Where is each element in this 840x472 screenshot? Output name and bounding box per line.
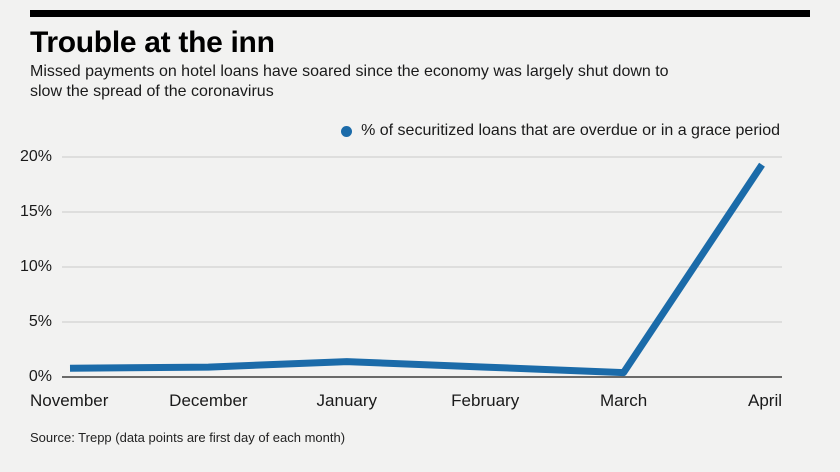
x-tick-label: November (30, 391, 109, 410)
page-title: Trouble at the inn (30, 26, 275, 59)
y-tick-label: 15% (19, 203, 52, 220)
source-note: Source: Trepp (data points are first day… (30, 430, 346, 445)
x-tick-label: February (451, 391, 520, 410)
x-tick-label: December (169, 391, 248, 410)
loan-delinquency-line (69, 162, 765, 377)
legend-dot-icon (341, 125, 353, 137)
x-tick-label: January (316, 391, 378, 410)
y-tick-label: 5% (28, 313, 52, 330)
subtitle-line-2: slow the spread of the coronavirus (30, 83, 274, 100)
y-tick-label: 10% (19, 258, 52, 275)
legend-label: % of securitized loans that are overdue … (361, 122, 780, 139)
chart-subtitle: Missed payments on hotel loans have soar… (30, 62, 669, 102)
subtitle-line-1: Missed payments on hotel loans have soar… (30, 63, 669, 80)
y-axis-labels: 0% 5% 10% 15% 20% (0, 0, 52, 472)
x-tick-label: March (599, 391, 648, 410)
chart-svg (62, 156, 782, 378)
x-axis-labels: November December January February March Apri… (30, 390, 810, 412)
chart-legend: % of securitized loans that are overdue … (341, 122, 780, 140)
x-tick-label: April (747, 391, 782, 410)
top-accent-bar (30, 10, 810, 17)
y-tick-label: 20% (19, 148, 52, 165)
y-tick-label: 0% (28, 368, 52, 385)
